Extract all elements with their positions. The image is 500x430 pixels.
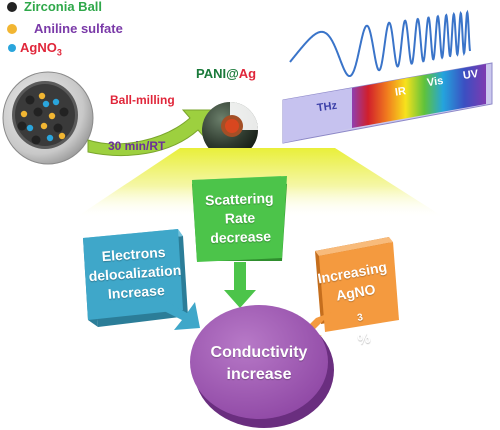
mill-ball-icon: [42, 100, 50, 108]
scattering-line1: Scattering Rate: [204, 189, 274, 227]
ball-milling-label: Ball-milling: [110, 93, 175, 107]
legend-agno3: AgNO3: [20, 40, 62, 58]
electrons-delocalization-text: Electrons delocalization Increase: [86, 242, 184, 305]
condition-label: 30 min/RT: [108, 139, 166, 153]
mill-ball-icon: [52, 98, 60, 106]
ball-mill-jar-icon: [2, 71, 94, 165]
conductivity-line2: increase: [226, 366, 292, 383]
spectrum-thz-zone: [283, 88, 352, 143]
pani-ag-core-shell-sphere-icon: [202, 102, 258, 158]
mill-ball-icon: [26, 124, 34, 132]
conductivity-line1: Conductivity: [210, 344, 308, 361]
mill-ball-icon: [20, 110, 28, 118]
conductivity-result-text: Conductivity increase: [194, 342, 324, 386]
mill-ball-icon: [17, 121, 27, 131]
legend-aniline-sulfate: Aniline sulfate: [34, 21, 123, 36]
agno3-increase-text: Increasing AgNO 3%: [311, 256, 405, 355]
zirconia-ball-marker-icon: [7, 2, 17, 12]
mill-ball-icon: [53, 123, 63, 133]
scattering-rate-box: [192, 176, 287, 262]
scattering-line2: decrease: [210, 227, 272, 247]
legend-agno3-subscript: 3: [56, 47, 62, 58]
scattering-rate-text: Scattering Rate decrease: [194, 188, 286, 248]
legend-agno3-text: AgNO: [20, 40, 57, 55]
electromagnetic-wave-icon: [289, 9, 471, 77]
product-label: PANI@Ag: [196, 66, 256, 81]
mill-ball-icon: [25, 95, 35, 105]
mill-ball-icon: [31, 135, 41, 145]
arrow-green-to-result: [224, 262, 256, 308]
agno3-increase-box: [315, 237, 399, 332]
product-ag: Ag: [238, 66, 257, 81]
mill-ball-icon: [46, 134, 54, 142]
legend-zirconia-ball: Zirconia Ball: [24, 0, 103, 14]
spectrum-uv-label: UV: [462, 67, 480, 83]
spectrum-rainbow-strip: [352, 64, 486, 128]
mill-ball-icon: [48, 112, 56, 120]
mill-ball-icon: [58, 132, 66, 140]
aniline-sulfate-marker-icon: [7, 24, 17, 34]
spectrum-vis-label: Vis: [426, 74, 445, 90]
mill-ball-icon: [59, 107, 69, 117]
mill-ball-icon: [40, 122, 48, 130]
product-pani: PANI: [196, 66, 227, 81]
mill-ball-icon: [38, 92, 46, 100]
product-at: @: [226, 66, 239, 81]
agno3-marker-icon: [8, 44, 16, 52]
spectrum-ir-label: IR: [394, 85, 407, 99]
mill-ball-icon: [33, 107, 43, 117]
arrow-teal-to-result: [158, 300, 200, 330]
conductivity-result-disk: [190, 305, 334, 428]
agno3-formula-subscript: 3: [356, 312, 364, 325]
agno3-line2: AgNO 3%: [315, 275, 405, 355]
